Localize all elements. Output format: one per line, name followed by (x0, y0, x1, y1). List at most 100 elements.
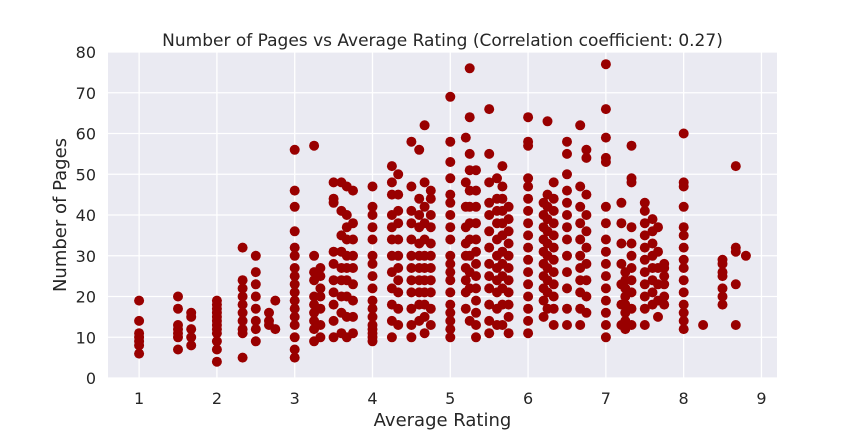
data-point (659, 291, 670, 302)
data-point (237, 307, 248, 318)
data-point (581, 307, 592, 318)
data-point (471, 185, 481, 196)
data-point (445, 173, 456, 184)
data-point (406, 263, 417, 273)
data-point (406, 205, 417, 216)
data-point (503, 311, 514, 322)
data-point (393, 275, 404, 286)
data-point (445, 275, 456, 286)
data-point (445, 258, 456, 269)
data-point (562, 303, 572, 314)
data-point (717, 258, 728, 269)
x-tick-label: 4 (367, 389, 377, 408)
data-point (600, 320, 611, 330)
data-point (471, 320, 481, 330)
data-point (289, 311, 300, 322)
data-point (740, 250, 751, 261)
data-point (289, 303, 300, 314)
data-point (639, 303, 650, 314)
data-point (503, 250, 514, 261)
data-point (393, 218, 404, 229)
data-point (425, 185, 436, 196)
data-point (237, 275, 248, 286)
data-point (134, 315, 145, 326)
data-point (134, 340, 145, 351)
data-point (678, 275, 689, 286)
data-point (186, 340, 197, 351)
data-point (445, 234, 456, 245)
data-point (237, 242, 248, 253)
data-point (581, 291, 592, 302)
data-point (503, 226, 514, 237)
data-point (289, 144, 300, 155)
data-point (315, 283, 326, 294)
data-point (581, 242, 592, 253)
data-point (575, 120, 586, 131)
data-point (270, 324, 281, 335)
data-point (497, 320, 508, 330)
data-point (503, 263, 514, 273)
data-point (367, 336, 378, 347)
data-point (471, 234, 481, 245)
data-point (678, 242, 689, 253)
data-point (460, 303, 471, 314)
data-point (484, 315, 495, 326)
data-point (250, 291, 261, 302)
data-point (315, 320, 326, 330)
data-point (289, 287, 300, 298)
data-point (678, 181, 689, 192)
data-point (523, 242, 534, 253)
data-point (348, 250, 358, 261)
data-point (237, 283, 248, 294)
data-point (393, 169, 404, 180)
data-point (717, 271, 728, 282)
data-point (328, 258, 339, 269)
data-point (419, 328, 430, 339)
data-point (647, 214, 658, 225)
data-point (367, 201, 378, 212)
data-point (425, 222, 436, 233)
data-point (445, 267, 456, 278)
data-point (503, 287, 514, 298)
data-point (503, 299, 514, 310)
data-point (425, 320, 436, 330)
data-point (237, 291, 248, 302)
data-point (542, 116, 553, 127)
data-point (289, 295, 300, 306)
data-point (186, 324, 197, 335)
y-tick-label: 20 (76, 288, 96, 307)
x-tick-label: 1 (134, 389, 144, 408)
data-point (425, 263, 436, 273)
data-point (309, 250, 320, 261)
data-point (315, 291, 326, 302)
data-point (328, 246, 339, 257)
data-point (626, 320, 637, 330)
data-point (659, 271, 670, 282)
data-point (562, 169, 572, 180)
data-point (600, 283, 611, 294)
data-point (626, 263, 637, 273)
data-point (523, 315, 534, 326)
data-point (497, 181, 508, 192)
data-point (393, 303, 404, 314)
data-point (348, 328, 358, 339)
y-tick-label: 70 (76, 84, 96, 103)
data-point (659, 299, 670, 310)
data-point (562, 234, 572, 245)
data-point (616, 218, 627, 229)
data-point (484, 226, 495, 237)
data-point (503, 328, 514, 339)
data-point (678, 299, 689, 310)
data-point (548, 267, 559, 278)
data-point (626, 177, 637, 188)
data-point (647, 287, 658, 298)
data-point (250, 250, 261, 261)
data-point (548, 242, 559, 253)
data-point (250, 336, 261, 347)
data-point (492, 173, 502, 184)
data-point (406, 275, 417, 286)
data-point (348, 295, 358, 306)
data-point (717, 283, 728, 294)
data-point (211, 328, 222, 339)
x-tick-label: 8 (679, 389, 689, 408)
